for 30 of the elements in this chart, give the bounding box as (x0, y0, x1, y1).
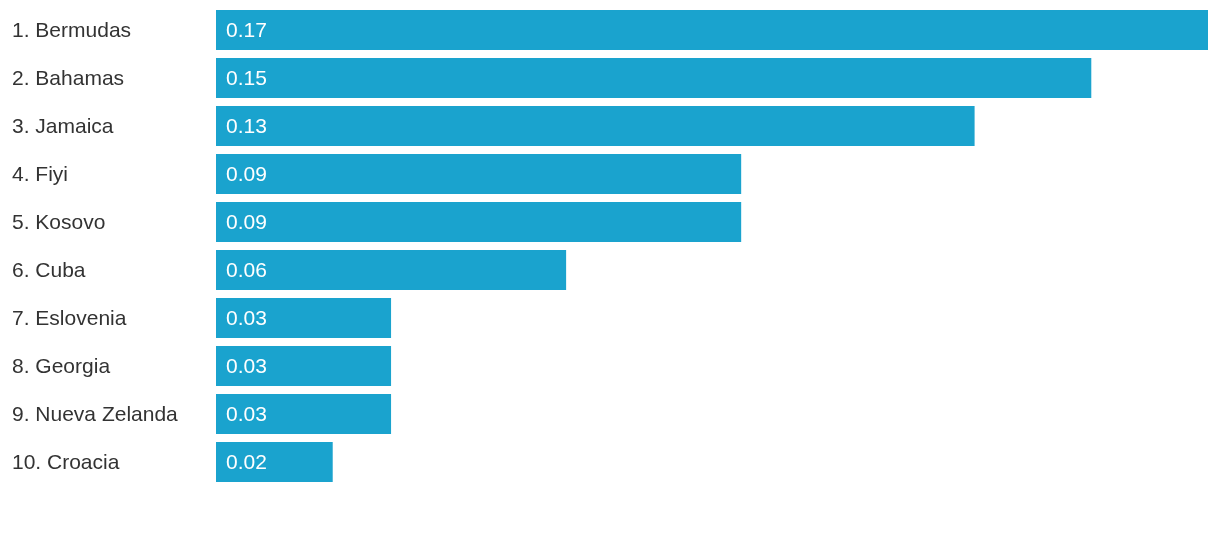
bar (216, 106, 975, 146)
y-tick-label: 2. Bahamas (12, 66, 125, 90)
bar (216, 154, 742, 194)
y-tick-label: 4. Fiyi (12, 162, 69, 186)
bar (216, 346, 392, 386)
data-label: 0.03 (226, 354, 267, 378)
y-tick-label: 10. Croacia (12, 450, 120, 474)
y-tick-label: 5. Kosovo (12, 210, 106, 234)
data-label: 0.15 (226, 66, 267, 90)
y-tick-label: 8. Georgia (12, 354, 111, 378)
data-label: 0.03 (226, 402, 267, 426)
bar (216, 442, 333, 482)
data-label: 0.03 (226, 306, 267, 330)
data-label: 0.09 (226, 210, 267, 234)
bar (216, 58, 1092, 98)
y-tick-label: 3. Jamaica (12, 114, 114, 138)
bar (216, 298, 392, 338)
bar (216, 10, 1208, 50)
y-tick-label: 9. Nueva Zelanda (12, 402, 179, 426)
y-tick-label: 6. Cuba (12, 258, 86, 282)
data-label: 0.09 (226, 162, 267, 186)
y-tick-label: 1. Bermudas (12, 18, 132, 42)
bar (216, 202, 742, 242)
data-label: 0.06 (226, 258, 267, 282)
data-label: 0.13 (226, 114, 267, 138)
bar (216, 250, 567, 290)
data-label: 0.17 (226, 18, 267, 42)
data-label: 0.02 (226, 450, 267, 474)
bar (216, 394, 392, 434)
y-tick-label: 7. Eslovenia (12, 306, 127, 330)
